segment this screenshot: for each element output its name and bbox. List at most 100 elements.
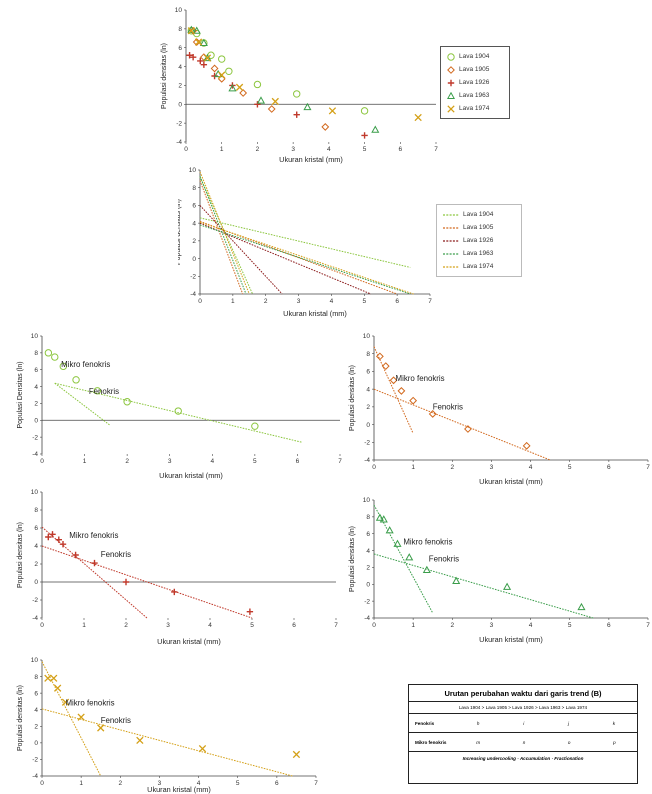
x-tick-label: 1	[231, 298, 235, 305]
x-tick-label: 0	[198, 298, 202, 305]
trend-line-lava-1963	[199, 176, 247, 295]
y-tick-label: -2	[176, 120, 182, 127]
annotation-label: Fenokris	[101, 716, 131, 725]
x-tick-label: 6	[296, 458, 300, 465]
mikro-fenokris-trend-line	[41, 661, 102, 777]
x-tick-label: 6	[292, 622, 296, 629]
x-tick-label: 2	[118, 780, 122, 787]
y-tick-label: 0	[366, 581, 370, 588]
data-point	[44, 674, 52, 682]
legend-marker	[447, 79, 455, 86]
chart-lava-1974: -4 -2 0 2 4 6 8 10 0 1 2 3 4 5 6 7 Ukuran kristal (mm) Po…	[17, 657, 318, 794]
y-tick-label: 8	[34, 674, 38, 681]
data-point	[409, 396, 418, 405]
y-tick-label: -4	[176, 139, 182, 146]
data-point-lava-1904	[253, 80, 262, 89]
y-tick-label: 10	[31, 333, 39, 340]
trend-line-lava-1926	[199, 205, 283, 295]
x-axis-label: Ukuran kristal (mm)	[283, 309, 347, 318]
legend-swatch	[443, 239, 459, 242]
y-tick-label: 6	[178, 45, 182, 52]
data-point	[375, 352, 384, 361]
y-tick-label: 8	[34, 507, 38, 514]
annotation-label: Fenokris	[429, 555, 459, 564]
data-point-lava-1963	[303, 102, 312, 111]
y-axis-label: Populasi densitas (ln)	[349, 526, 356, 592]
y-tick-label: 10	[31, 489, 39, 496]
data-point-lava-1974	[194, 38, 203, 46]
data-point	[72, 551, 79, 559]
x-tick-label: 7	[334, 622, 338, 629]
x-tick-label: 7	[434, 146, 438, 153]
x-axis-label: Ukuran kristal (mm)	[157, 637, 221, 646]
data-point-lava-1974	[203, 54, 212, 62]
y-tick-label: 4	[178, 64, 182, 71]
y-tick-label: 0	[34, 740, 38, 747]
legend-label: Lava 1926	[459, 79, 490, 86]
y-tick-label: -4	[190, 291, 196, 298]
data-point	[577, 602, 586, 611]
y-tick-label: 0	[178, 101, 182, 108]
summary-order: Lava 1904 > Lava 1905 > Lava 1926 > Lava…	[409, 702, 637, 714]
data-point	[51, 353, 59, 361]
x-tick-label: 0	[40, 622, 44, 629]
x-tick-label: 7	[646, 464, 650, 471]
legend-marker	[447, 65, 455, 74]
trend-line-lava-1963	[199, 224, 411, 295]
data-point	[174, 407, 182, 415]
data-point	[77, 713, 85, 721]
x-tick-label: 0	[40, 458, 44, 465]
data-point	[59, 362, 67, 371]
data-point-lava-1974	[271, 97, 279, 106]
legend-swatch	[447, 104, 455, 113]
y-tick-label: 10	[175, 7, 183, 14]
data-point	[389, 376, 398, 385]
x-tick-label: 0	[372, 464, 376, 471]
y-axis-label: Populasi densitas (ln)	[17, 522, 24, 588]
legend-swatch	[447, 52, 455, 61]
summary-mikro-label: Mikro fenokris	[415, 739, 447, 745]
data-point-lava-1926	[197, 57, 204, 65]
legend-entry: Lava 1963	[443, 247, 515, 260]
data-point	[381, 362, 390, 371]
y-tick-label: 4	[366, 548, 370, 555]
legend-swatch	[447, 65, 455, 74]
x-tick-label: 2	[125, 458, 129, 465]
x-tick-label: 7	[646, 622, 650, 629]
y-tick-label: 6	[366, 531, 370, 538]
x-tick-label: 6	[395, 298, 399, 305]
legend-swatch	[443, 226, 459, 229]
annotation-label: Fenokris	[101, 550, 131, 559]
legend-label: Lava 1904	[459, 53, 490, 60]
y-tick-label: -4	[32, 451, 38, 458]
summary-cell: k	[612, 720, 616, 726]
y-tick-label: 0	[34, 579, 38, 586]
fenokris-trend-line	[373, 388, 551, 461]
chart-lava-1905: -4 -2 0 2 4 6 8 10 0 1 2 3 4 5 6 7 Ukuran kristal (mm) Po…	[349, 333, 650, 486]
data-point	[45, 533, 52, 541]
y-tick-label: 4	[34, 707, 38, 714]
data-point-lava-1904	[293, 90, 301, 98]
fenokris-trend-line	[373, 553, 594, 619]
x-tick-label: 5	[568, 622, 572, 629]
x-tick-label: 1	[411, 622, 415, 629]
y-tick-label: 6	[34, 525, 38, 532]
x-tick-label: 2	[450, 464, 454, 471]
data-point	[53, 684, 62, 692]
legend-entry: Lava 1904	[443, 208, 515, 221]
y-tick-label: 4	[34, 543, 38, 550]
y-tick-label: -2	[364, 439, 370, 446]
data-point-lava-1963	[192, 26, 201, 34]
trend-line-lava-1974	[199, 171, 250, 295]
trend-line-lava-1904	[199, 176, 254, 295]
data-point	[405, 553, 414, 561]
x-tick-label: 0	[40, 780, 44, 787]
chart-lava-1963: -4 -2 0 2 4 6 8 10 0 1 2 3 4 5 6 7 Ukuran kristal (mm) Po…	[349, 497, 650, 644]
data-point-lava-1974	[235, 83, 244, 91]
summary-fenokris-label: Fenokris	[415, 720, 435, 726]
x-tick-label: 2	[256, 146, 260, 153]
data-point	[397, 387, 406, 395]
data-point	[464, 425, 472, 433]
x-tick-label: 7	[428, 298, 432, 305]
data-point	[246, 608, 254, 615]
